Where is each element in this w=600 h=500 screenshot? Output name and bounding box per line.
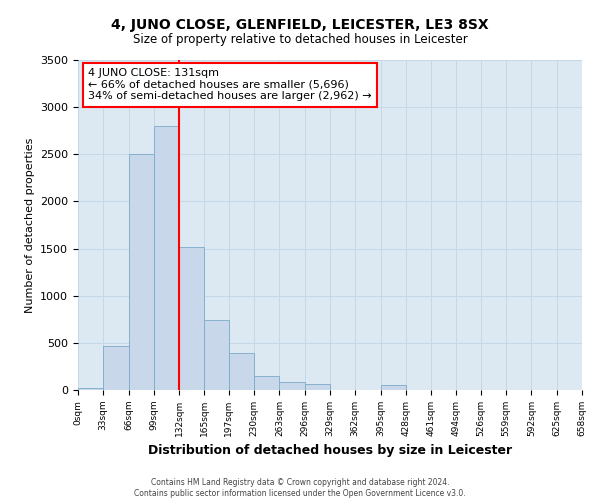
Bar	[78, 388, 103, 390]
Y-axis label: Number of detached properties: Number of detached properties	[25, 138, 35, 312]
Bar	[154, 126, 179, 390]
Bar	[179, 246, 205, 390]
Text: 4, JUNO CLOSE, GLENFIELD, LEICESTER, LE3 8SX: 4, JUNO CLOSE, GLENFIELD, LEICESTER, LE3…	[111, 18, 489, 32]
Bar	[229, 353, 254, 390]
Bar	[254, 376, 280, 390]
X-axis label: Distribution of detached houses by size in Leicester: Distribution of detached houses by size …	[148, 444, 512, 458]
Bar	[128, 154, 154, 390]
Text: 4 JUNO CLOSE: 131sqm
← 66% of detached houses are smaller (5,696)
34% of semi-de: 4 JUNO CLOSE: 131sqm ← 66% of detached h…	[88, 68, 372, 102]
Bar	[305, 384, 330, 390]
Text: Size of property relative to detached houses in Leicester: Size of property relative to detached ho…	[133, 32, 467, 46]
Bar	[380, 386, 406, 390]
Text: Contains HM Land Registry data © Crown copyright and database right 2024.
Contai: Contains HM Land Registry data © Crown c…	[134, 478, 466, 498]
Bar	[205, 320, 229, 390]
Bar	[280, 382, 305, 390]
Bar	[103, 346, 128, 390]
